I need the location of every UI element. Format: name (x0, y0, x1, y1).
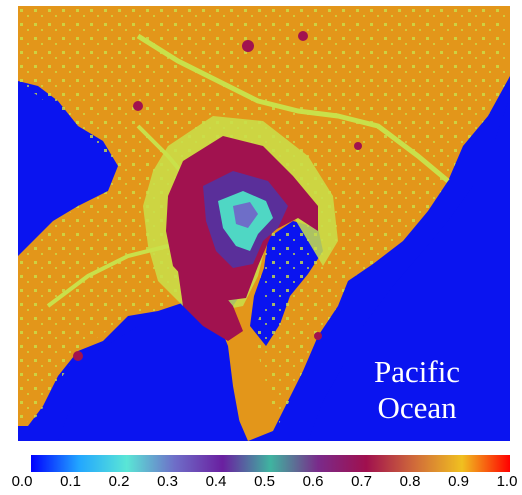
ocean-label-line1: Pacific (374, 354, 461, 389)
colorbar (31, 455, 510, 472)
colorbar-tick-label: 0.4 (205, 473, 227, 490)
urban-spot (298, 31, 308, 41)
colorbar-tick-label: 0.9 (448, 473, 469, 490)
ocean-label: Pacific Ocean (374, 354, 460, 425)
colorbar-tick-label: 0.1 (60, 473, 81, 490)
urban-spur (178, 271, 243, 341)
colorbar-tick-label: 0.0 (11, 473, 33, 490)
northwest-water (18, 86, 98, 226)
urban-spot (314, 332, 322, 340)
colorbar-tick-label: 0.2 (108, 473, 130, 490)
urban-spot (133, 101, 143, 111)
colorbar-tick-label: 0.8 (399, 473, 421, 490)
ocean-label-line2: Ocean (377, 389, 457, 425)
colorbar-tick-label: 0.7 (351, 473, 372, 490)
heatmap-map (18, 6, 510, 441)
east-ocean (308, 96, 510, 441)
colorbar-tick-label: 0.5 (254, 473, 275, 490)
map-svg (18, 6, 510, 441)
river-band-north (136, 33, 450, 183)
sagami-bay (58, 316, 243, 441)
urban-spot (242, 40, 254, 52)
colorbar-tick-label: 1.0 (496, 473, 518, 490)
colorbar-tick-label: 0.6 (302, 473, 324, 490)
urban-spot (73, 351, 83, 361)
urban-spot (354, 142, 362, 150)
colorbar-tick-label: 0.3 (157, 473, 178, 490)
city-core-center (233, 202, 258, 228)
